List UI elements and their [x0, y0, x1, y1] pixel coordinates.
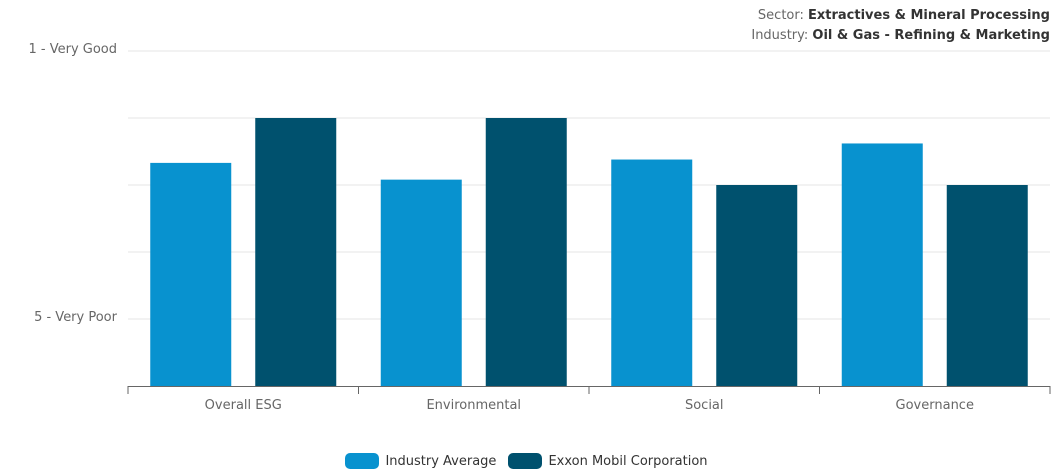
bar-exxon-mobil-corporation-governance[interactable]: [946, 185, 1028, 386]
x-tick-label: Governance: [896, 398, 974, 413]
legend-swatch-exxon-mobil: [508, 453, 543, 469]
bar-industry-average-environmental[interactable]: [380, 179, 462, 386]
bar-industry-average-overall-esg[interactable]: [150, 162, 232, 386]
industry-label: Industry:: [751, 28, 809, 43]
bar-exxon-mobil-corporation-overall-esg[interactable]: [255, 118, 337, 386]
legend-item-industry-average[interactable]: Industry Average: [345, 453, 496, 469]
y-tick-label-bottom: 5 - Very Poor: [34, 310, 117, 325]
y-tick-label-top: 1 - Very Good: [28, 42, 117, 57]
industry-line: Industry: Oil & Gas - Refining & Marketi…: [751, 26, 1050, 46]
legend: Industry Average Exxon Mobil Corporation: [0, 453, 1053, 469]
sector-line: Sector: Extractives & Mineral Processing: [751, 6, 1050, 26]
x-tick-label: Overall ESG: [205, 398, 282, 413]
legend-label-exxon-mobil: Exxon Mobil Corporation: [548, 453, 708, 469]
chart-header: Sector: Extractives & Mineral Processing…: [751, 6, 1050, 46]
legend-swatch-industry-average: [345, 453, 380, 469]
bar-industry-average-social[interactable]: [611, 159, 693, 386]
industry-value: Oil & Gas - Refining & Marketing: [812, 28, 1050, 43]
sector-value: Extractives & Mineral Processing: [808, 8, 1050, 23]
bar-exxon-mobil-corporation-environmental[interactable]: [485, 118, 567, 386]
x-tick-label: Environmental: [426, 398, 521, 413]
legend-item-exxon-mobil[interactable]: Exxon Mobil Corporation: [508, 453, 708, 469]
bar-industry-average-governance[interactable]: [841, 143, 923, 386]
bar-exxon-mobil-corporation-social[interactable]: [716, 185, 798, 386]
bar-chart: Overall ESG Environmental Social Governance: [127, 50, 1051, 413]
x-tick-label: Social: [685, 398, 724, 413]
legend-label-industry-average: Industry Average: [385, 453, 497, 469]
sector-label: Sector:: [757, 8, 804, 23]
